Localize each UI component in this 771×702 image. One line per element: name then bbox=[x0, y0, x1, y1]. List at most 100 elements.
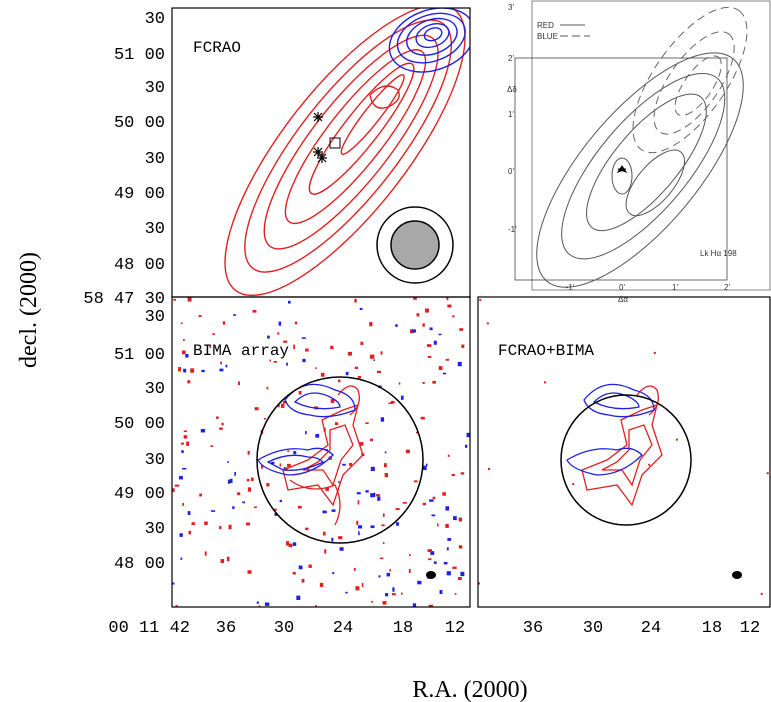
x-tick-label: 24 bbox=[641, 619, 661, 638]
beam bbox=[390, 220, 440, 270]
noise-dot bbox=[353, 568, 356, 571]
noise-dot bbox=[315, 433, 320, 438]
star-markers bbox=[313, 112, 327, 163]
noise-dot bbox=[267, 335, 270, 339]
noise-dot bbox=[339, 547, 344, 551]
noise-dot bbox=[442, 372, 447, 375]
noise-dot bbox=[422, 465, 427, 471]
noise-dot bbox=[446, 571, 451, 576]
noise-dot bbox=[357, 525, 363, 529]
noise-dot bbox=[201, 369, 205, 373]
noise-contours bbox=[172, 297, 470, 607]
noise-dot bbox=[361, 582, 364, 588]
noise-dot bbox=[373, 359, 376, 361]
noise-dot bbox=[359, 442, 364, 446]
noise-dot bbox=[332, 572, 335, 575]
x-tick-label: 12 bbox=[445, 619, 465, 638]
noise-dot bbox=[315, 367, 317, 369]
inset-x-tick: 0' bbox=[619, 283, 625, 292]
noise-dot bbox=[431, 514, 436, 517]
noise-dot bbox=[271, 461, 275, 465]
noise-dot bbox=[191, 522, 195, 526]
noise-dot bbox=[390, 400, 395, 404]
noise-dot bbox=[760, 592, 763, 595]
noise-dot bbox=[345, 371, 349, 376]
noise-dot bbox=[233, 314, 236, 316]
noise-dot bbox=[172, 488, 175, 492]
noise-dot bbox=[278, 321, 282, 326]
noise-dot bbox=[478, 582, 481, 585]
noise-dot bbox=[301, 578, 305, 583]
noise-dot bbox=[413, 480, 418, 483]
noise-dot bbox=[232, 506, 235, 510]
noise-dot bbox=[279, 499, 282, 503]
noise-dot bbox=[204, 551, 207, 556]
noise-dot bbox=[443, 561, 448, 565]
noise-dot bbox=[338, 536, 343, 540]
noise-dot bbox=[330, 345, 334, 350]
noise-dot bbox=[245, 522, 251, 526]
noise-dot bbox=[286, 362, 288, 366]
noise-dot bbox=[446, 297, 449, 301]
x-tick-label: 36 bbox=[216, 619, 236, 638]
noise-dot bbox=[183, 435, 188, 439]
y-tick-label: 30 bbox=[145, 10, 165, 29]
noise-dot bbox=[183, 339, 185, 341]
noise-dot bbox=[338, 379, 341, 383]
noise-dot bbox=[219, 368, 224, 372]
noise-dot bbox=[227, 479, 231, 484]
noise-dot bbox=[466, 432, 470, 438]
noise-dot bbox=[247, 450, 250, 455]
noise-dot bbox=[398, 382, 401, 385]
noise-dot bbox=[356, 492, 361, 495]
noise-dot bbox=[357, 376, 362, 379]
noise-dot bbox=[174, 484, 180, 487]
y-tick-label: 30 bbox=[145, 79, 165, 98]
noise-dot bbox=[286, 541, 290, 546]
noise-dot bbox=[237, 492, 241, 496]
noise-dot bbox=[247, 570, 252, 574]
noise-dot bbox=[181, 450, 184, 453]
noise-dot bbox=[430, 551, 435, 555]
noise-dot bbox=[648, 463, 651, 466]
panel-frames bbox=[171, 7, 771, 608]
noise-dot bbox=[315, 605, 317, 607]
y-tick-label: 48 00 bbox=[114, 555, 165, 574]
noise-dot bbox=[439, 590, 443, 595]
noise-dot bbox=[274, 513, 278, 516]
noise-dot bbox=[183, 368, 187, 373]
noise-dot bbox=[464, 444, 468, 448]
noise-dot bbox=[357, 500, 360, 505]
noise-dot bbox=[180, 442, 185, 445]
x-tick-label: 36 bbox=[523, 619, 543, 638]
noise-dot bbox=[415, 431, 419, 434]
noise-dot bbox=[258, 605, 261, 607]
noise-dot bbox=[254, 407, 259, 411]
noise-dot bbox=[347, 351, 352, 356]
noise-dot bbox=[297, 505, 302, 509]
noise-dot bbox=[324, 549, 327, 554]
noise-dot bbox=[277, 403, 280, 408]
noise-dot bbox=[432, 380, 436, 384]
x-tick-label: 30 bbox=[274, 619, 294, 638]
noise-dot bbox=[305, 348, 309, 352]
noise-dot bbox=[766, 472, 769, 475]
primary-beam bbox=[256, 376, 424, 544]
noise-dot bbox=[305, 527, 309, 530]
noise-dot bbox=[182, 503, 184, 506]
noise-dot bbox=[424, 308, 429, 313]
noise-dot bbox=[280, 403, 285, 408]
noise-dot bbox=[330, 399, 335, 403]
noise-dot bbox=[172, 582, 175, 585]
noise-dot bbox=[447, 304, 452, 308]
noise-dot bbox=[200, 428, 206, 433]
noise-dot bbox=[392, 587, 395, 592]
beam-outer bbox=[376, 206, 454, 284]
noise-dot bbox=[322, 510, 327, 514]
noise-dot bbox=[416, 313, 420, 317]
noise-dot bbox=[229, 478, 233, 484]
noise-dot bbox=[331, 537, 334, 542]
noise-dot bbox=[227, 461, 230, 463]
noise-dot bbox=[279, 463, 282, 467]
